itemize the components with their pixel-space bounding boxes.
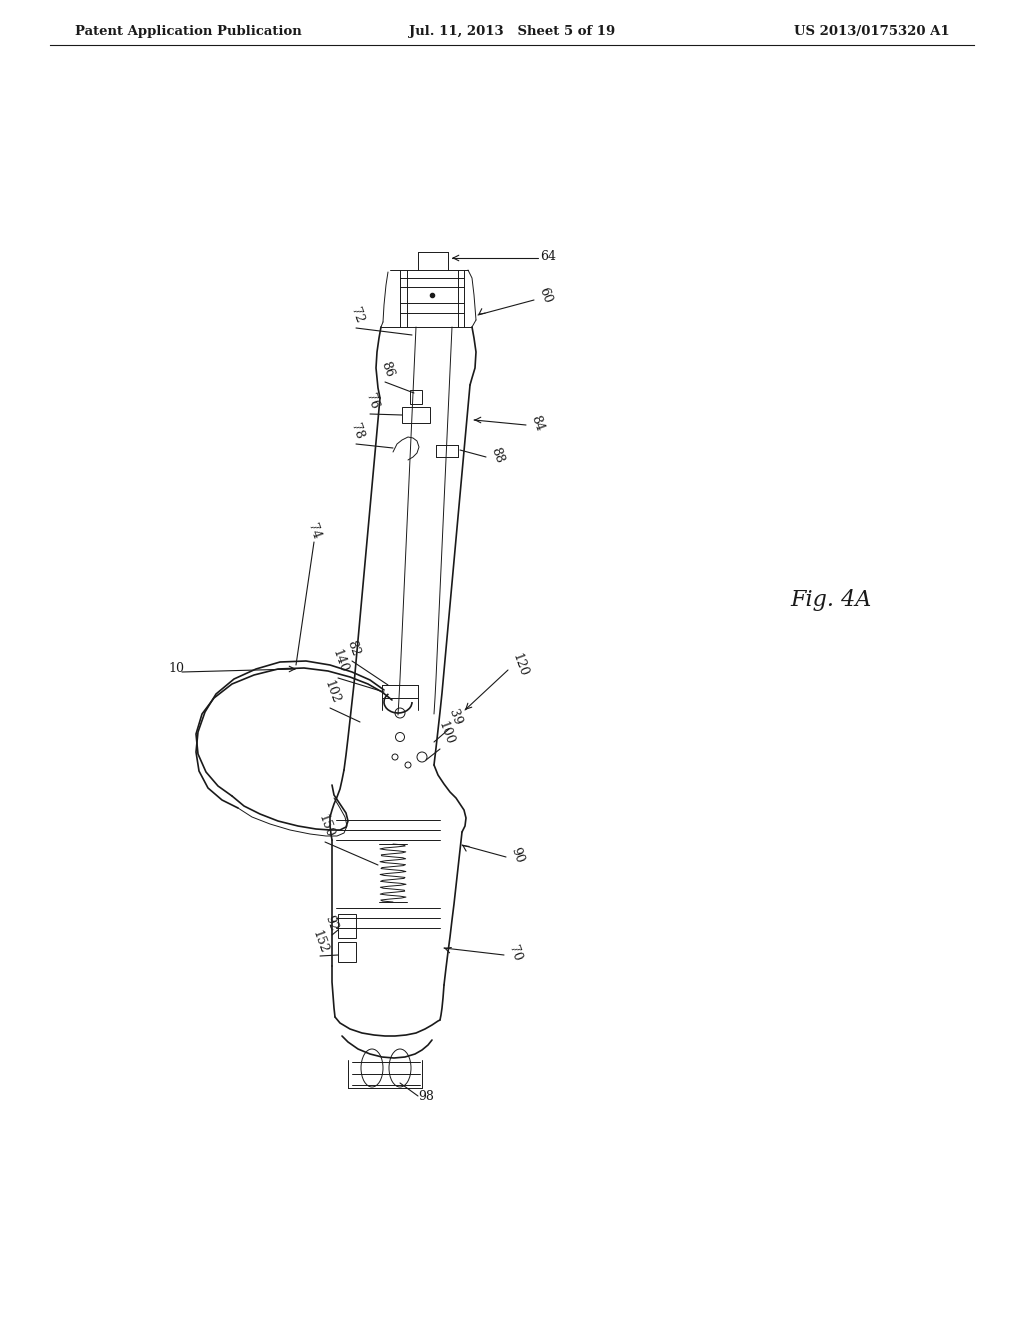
- Text: 140: 140: [330, 648, 350, 675]
- Text: 88: 88: [488, 446, 506, 465]
- Text: Fig. 4A: Fig. 4A: [790, 589, 871, 611]
- Text: 150: 150: [316, 812, 336, 840]
- Bar: [338, 913, 356, 939]
- Text: 82: 82: [344, 639, 361, 657]
- Text: Jul. 11, 2013   Sheet 5 of 19: Jul. 11, 2013 Sheet 5 of 19: [409, 25, 615, 38]
- Text: Patent Application Publication: Patent Application Publication: [75, 25, 302, 38]
- Text: 10: 10: [168, 663, 184, 675]
- Text: 74: 74: [305, 521, 323, 541]
- Text: 120: 120: [510, 651, 530, 678]
- Text: 100: 100: [436, 719, 457, 747]
- Text: US 2013/0175320 A1: US 2013/0175320 A1: [795, 25, 950, 38]
- Text: 86: 86: [378, 359, 395, 379]
- Bar: [402, 407, 430, 422]
- Text: 76: 76: [362, 392, 381, 411]
- Text: 92: 92: [322, 913, 340, 933]
- Text: 84: 84: [528, 413, 546, 433]
- Text: 64: 64: [540, 249, 556, 263]
- Text: 60: 60: [536, 285, 554, 305]
- Text: 102: 102: [322, 678, 342, 705]
- Text: 152: 152: [310, 928, 331, 954]
- Bar: [338, 942, 356, 962]
- Text: 39: 39: [446, 708, 464, 727]
- Text: 70: 70: [506, 944, 523, 964]
- Text: 90: 90: [508, 846, 525, 865]
- Text: 78: 78: [348, 421, 366, 441]
- Text: 72: 72: [348, 306, 366, 325]
- Bar: [410, 389, 422, 404]
- Text: 98: 98: [418, 1090, 434, 1104]
